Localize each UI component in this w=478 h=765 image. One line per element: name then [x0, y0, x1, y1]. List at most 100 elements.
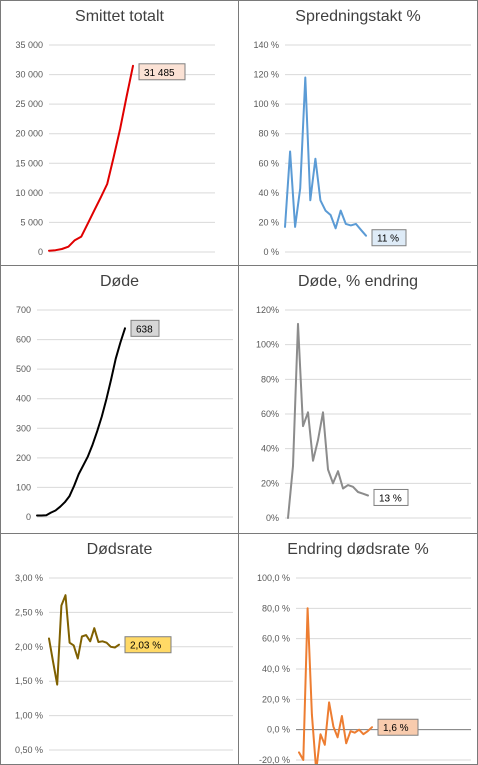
last-value-text: 638	[136, 324, 153, 335]
y-tick-label: 40 %	[258, 188, 279, 198]
series-line	[48, 64, 134, 252]
data-point	[69, 642, 71, 644]
data-point	[48, 638, 50, 640]
y-tick-label: 300	[16, 423, 31, 433]
y-tick-label: 0 %	[263, 247, 279, 257]
data-point	[132, 65, 134, 67]
data-point	[101, 415, 103, 417]
y-tick-label: 60%	[261, 409, 279, 419]
data-point	[118, 644, 120, 646]
data-point	[59, 506, 61, 508]
data-point	[319, 733, 321, 735]
data-point	[97, 641, 99, 643]
y-tick-label: 100,0 %	[257, 573, 290, 583]
data-point	[119, 128, 121, 130]
y-tick-label: 400	[16, 394, 31, 404]
y-tick-label: 35 000	[15, 40, 43, 50]
y-tick-label: -20,0 %	[259, 755, 290, 765]
data-point	[110, 378, 112, 380]
data-point	[81, 635, 83, 637]
y-tick-label: 120%	[256, 305, 279, 315]
data-point	[355, 223, 357, 225]
data-point	[68, 495, 70, 497]
data-point	[114, 646, 116, 648]
data-point	[299, 187, 301, 189]
last-value-text: 1,6 %	[383, 723, 409, 734]
data-point	[352, 486, 354, 488]
data-point	[311, 714, 313, 716]
last-value-box	[377, 718, 419, 736]
data-point	[287, 517, 289, 519]
data-point	[332, 482, 334, 484]
y-tick-label: 0,50 %	[15, 745, 43, 755]
last-value-label: 2,03 %	[124, 636, 172, 654]
data-point	[327, 468, 329, 470]
data-point	[341, 715, 343, 717]
data-point	[347, 484, 349, 486]
data-point	[115, 358, 117, 360]
y-tick-label: 25 000	[15, 99, 43, 109]
data-point	[350, 224, 352, 226]
y-tick-label: 2,50 %	[15, 607, 43, 617]
y-tick-label: 20 %	[258, 217, 279, 227]
data-point	[340, 210, 342, 212]
y-tick-label: 100 %	[253, 99, 279, 109]
data-point	[350, 730, 352, 732]
data-point	[82, 464, 84, 466]
last-value-label: 11 %	[371, 229, 407, 247]
data-point	[322, 411, 324, 413]
y-tick-label: 200	[16, 453, 31, 463]
data-point	[317, 439, 319, 441]
last-value-label: 13 %	[373, 488, 409, 506]
data-point	[41, 515, 43, 517]
data-point	[56, 684, 58, 686]
data-point	[360, 229, 362, 231]
y-tick-label: 2,00 %	[15, 642, 43, 652]
data-point	[362, 733, 364, 735]
data-point	[284, 226, 286, 228]
last-value-label: 638	[130, 319, 160, 337]
data-point	[92, 444, 94, 446]
data-point	[74, 239, 76, 241]
data-point	[54, 249, 56, 251]
data-point	[36, 515, 38, 517]
data-point	[354, 732, 356, 734]
chart-title: Døde	[99, 273, 140, 290]
data-point	[73, 644, 75, 646]
chart-panel-dode-endring: Døde, % endring 0% 20% 40% 60% 80% 100% 120% 13…	[238, 265, 478, 534]
data-point	[87, 223, 89, 225]
last-value-box	[124, 636, 172, 654]
data-point	[77, 657, 79, 659]
data-point	[113, 156, 115, 158]
data-point	[304, 77, 306, 79]
y-tick-label: 0%	[266, 513, 279, 523]
data-point	[314, 158, 316, 160]
data-point	[80, 236, 82, 238]
line-chart-endring-dodsrate: -20,0 % 0,0 % 20,0 % 40,0 % 60,0 % 80,0 % 100,…	[257, 573, 471, 765]
data-point	[358, 729, 360, 731]
y-tick-label: 40,0 %	[262, 664, 290, 674]
last-value-text: 31 485	[144, 68, 175, 79]
last-value-text: 11 %	[377, 234, 399, 245]
y-tick-label: 1,50 %	[15, 676, 43, 686]
data-point	[96, 430, 98, 432]
data-point	[302, 759, 304, 761]
y-tick-label: 20%	[261, 478, 279, 488]
data-point	[73, 485, 75, 487]
last-value-label: 1,6 %	[377, 718, 419, 736]
data-point	[67, 246, 69, 248]
data-point	[337, 736, 339, 738]
last-value-box	[373, 488, 409, 506]
data-point	[289, 150, 291, 152]
line-chart-dode: 0 100 200 300 400 500 600 700 638	[16, 305, 233, 522]
chart-panel-endring-dodsrate: Endring dødsrate % -20,0 % 0,0 % 20,0 % 40,…	[238, 533, 478, 765]
y-tick-label: 20 000	[15, 129, 43, 139]
series-line	[48, 594, 120, 686]
y-tick-label: 5 000	[20, 217, 43, 227]
data-point	[307, 607, 309, 609]
data-point	[102, 640, 104, 642]
y-tick-label: 60,0 %	[262, 634, 290, 644]
data-point	[60, 605, 62, 607]
y-tick-label: 30 000	[15, 70, 43, 80]
data-point	[106, 183, 108, 185]
